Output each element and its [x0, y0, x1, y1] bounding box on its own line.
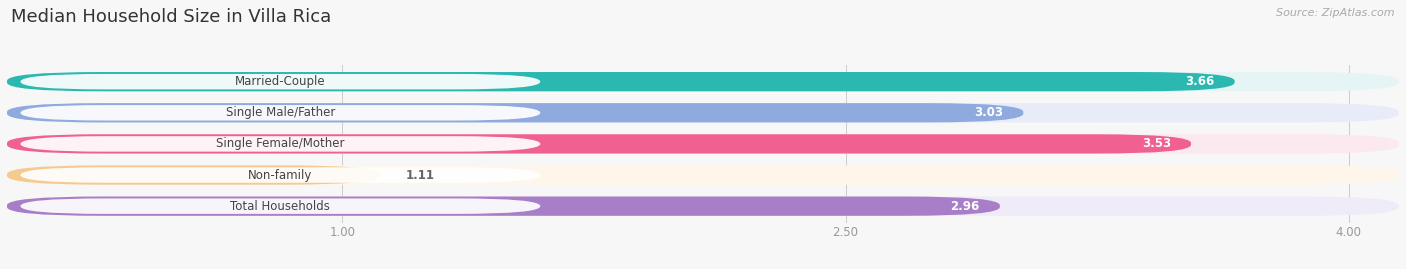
FancyBboxPatch shape [7, 103, 1024, 122]
FancyBboxPatch shape [21, 167, 540, 183]
FancyBboxPatch shape [7, 134, 1399, 154]
Text: Source: ZipAtlas.com: Source: ZipAtlas.com [1277, 8, 1395, 18]
Text: Total Households: Total Households [231, 200, 330, 213]
FancyBboxPatch shape [7, 165, 380, 185]
FancyBboxPatch shape [7, 165, 1399, 185]
Text: 1.11: 1.11 [406, 169, 436, 182]
FancyBboxPatch shape [7, 103, 1399, 122]
FancyBboxPatch shape [7, 197, 1399, 216]
Text: 3.66: 3.66 [1185, 75, 1215, 88]
Text: 3.53: 3.53 [1142, 137, 1171, 150]
FancyBboxPatch shape [7, 197, 1000, 216]
Text: Median Household Size in Villa Rica: Median Household Size in Villa Rica [11, 8, 332, 26]
Text: Married-Couple: Married-Couple [235, 75, 326, 88]
Text: 2.96: 2.96 [950, 200, 980, 213]
FancyBboxPatch shape [7, 72, 1399, 91]
FancyBboxPatch shape [7, 72, 1234, 91]
FancyBboxPatch shape [21, 105, 540, 121]
FancyBboxPatch shape [21, 199, 540, 214]
FancyBboxPatch shape [7, 134, 1191, 154]
Text: Non-family: Non-family [249, 169, 312, 182]
FancyBboxPatch shape [21, 136, 540, 152]
FancyBboxPatch shape [21, 74, 540, 89]
Text: Single Female/Mother: Single Female/Mother [217, 137, 344, 150]
Text: Single Male/Father: Single Male/Father [226, 106, 335, 119]
Text: 3.03: 3.03 [974, 106, 1004, 119]
